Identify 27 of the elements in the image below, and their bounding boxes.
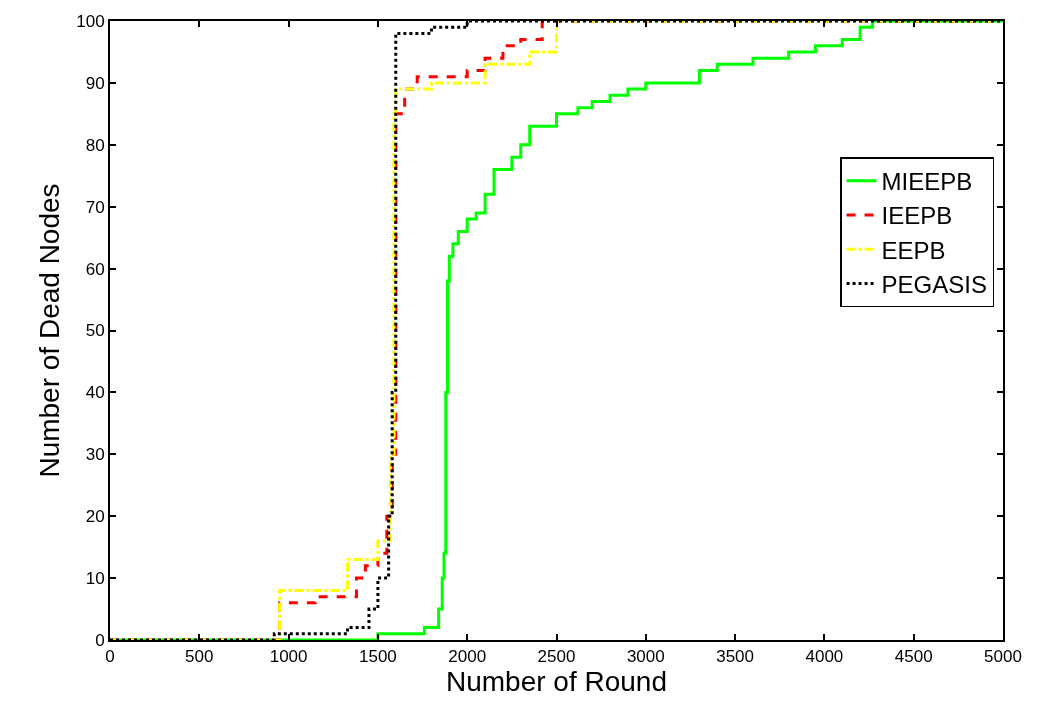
y-tick-label: 40: [85, 383, 105, 403]
y-tick-label: 90: [85, 73, 105, 93]
y-tick-label: 100: [76, 11, 105, 31]
legend-label: PEGASIS: [881, 270, 987, 298]
x-tick-label: 1000: [269, 647, 308, 667]
legend-label: EEPB: [881, 236, 946, 264]
y-tick-label: 60: [85, 259, 105, 279]
x-tick-label: 2000: [448, 647, 487, 667]
x-tick-label: 5000: [984, 647, 1022, 667]
y-tick-label: 50: [85, 321, 105, 341]
legend-label: MIEEPB: [881, 168, 973, 196]
y-tick-label: 80: [85, 135, 105, 155]
y-tick-label: 30: [85, 445, 105, 465]
y-axis-title: Number of Dead Nodes: [34, 183, 66, 478]
y-tick-label: 70: [85, 197, 105, 217]
x-tick-label: 3000: [626, 647, 665, 667]
x-tick-label: 4000: [805, 647, 844, 667]
x-tick-label: 1500: [358, 647, 397, 667]
x-axis-title: Number of Round: [445, 666, 668, 698]
x-tick-label: 2500: [537, 647, 576, 667]
x-tick-label: 4500: [894, 647, 933, 667]
x-tick-label: 500: [185, 647, 214, 667]
y-tick-label: 0: [95, 630, 105, 650]
x-tick-label: 3500: [716, 647, 755, 667]
legend-label: IEEPB: [881, 202, 953, 230]
y-tick-label: 20: [85, 507, 105, 527]
y-tick-label: 10: [85, 569, 105, 589]
